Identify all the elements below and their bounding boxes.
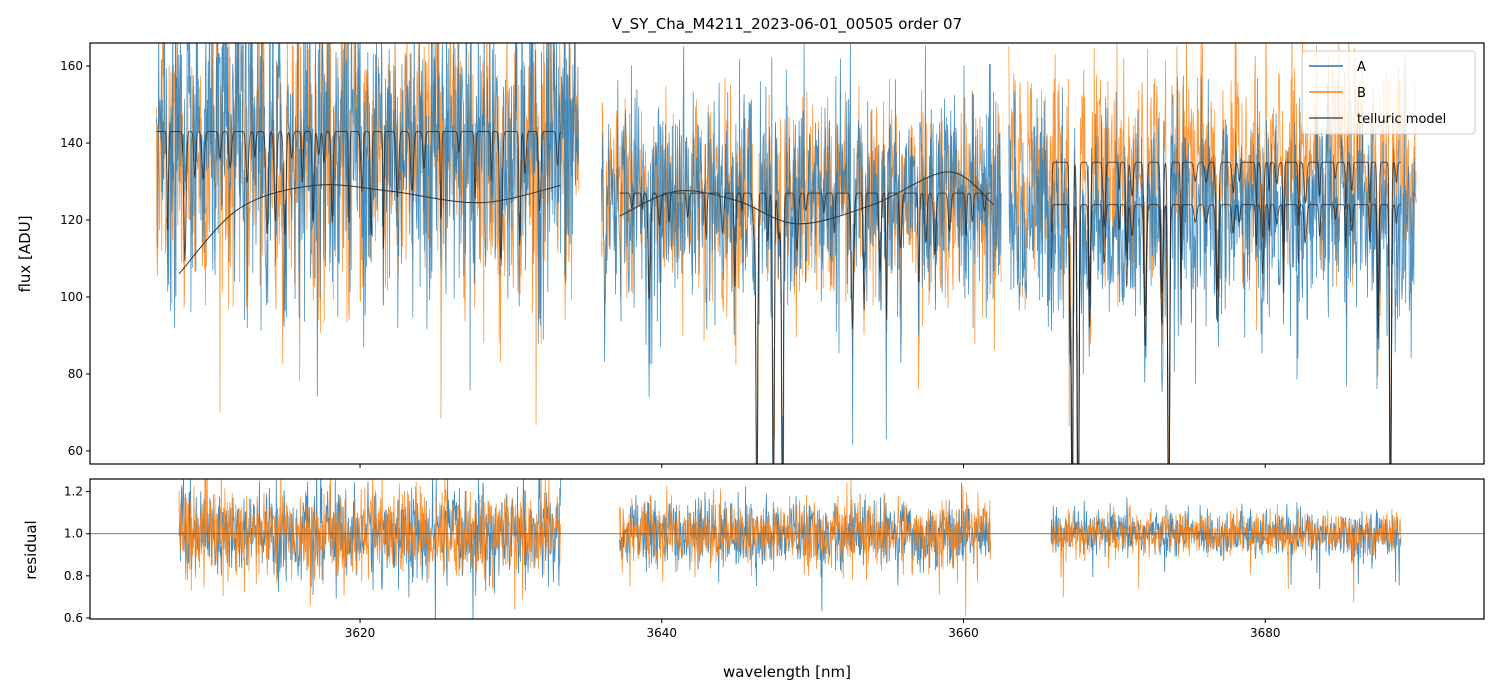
chart-title: V_SY_Cha_M4211_2023-06-01_00505 order 07 — [612, 15, 962, 34]
y-tick-label: 80 — [68, 367, 83, 381]
y-tick-label: 1.2 — [64, 485, 83, 499]
residual-ylabel: residual — [22, 520, 40, 579]
legend: A B telluric model — [1301, 50, 1476, 135]
telluric-model-line — [1050, 161, 1401, 464]
telluric-continuum-curve — [178, 184, 561, 275]
legend-label-b: B — [1357, 86, 1366, 101]
legend-label-telluric: telluric model — [1357, 112, 1446, 127]
telluric-model-line — [1050, 204, 1401, 464]
y-tick-label: 100 — [60, 290, 83, 304]
y-tick-label: 140 — [60, 136, 83, 150]
residual-b-segment — [619, 479, 992, 617]
residual-axes-frame — [89, 478, 1485, 620]
telluric-continuum-curve — [619, 171, 994, 225]
flux-axes-frame — [89, 42, 1485, 465]
residual-b-segment — [1050, 504, 1402, 603]
y-tick-label: 0.8 — [64, 569, 83, 583]
y-tick-label: 1.0 — [64, 527, 83, 541]
x-tick-label: 3680 — [1250, 626, 1281, 640]
flux-plot-area — [156, 43, 1417, 464]
flux-ylabel: flux [ADU] — [16, 215, 34, 292]
legend-label-a: A — [1357, 60, 1366, 75]
telluric-model-line — [619, 192, 991, 464]
spectrum-a-segment — [156, 43, 580, 397]
y-tick-label: 120 — [60, 213, 83, 227]
y-tick-label: 0.6 — [64, 611, 83, 625]
y-tick-label: 60 — [68, 444, 83, 458]
telluric-model-line — [156, 131, 562, 261]
spectrum-a-segment — [601, 43, 1002, 464]
x-axis-label: wavelength [nm] — [723, 663, 851, 681]
residual-b-segment — [178, 479, 562, 610]
y-tick-label: 160 — [60, 59, 83, 73]
residual-plot-area — [90, 479, 1484, 619]
x-tick-label: 3660 — [948, 626, 979, 640]
x-tick-label: 3620 — [345, 626, 376, 640]
x-tick-label: 3640 — [647, 626, 678, 640]
